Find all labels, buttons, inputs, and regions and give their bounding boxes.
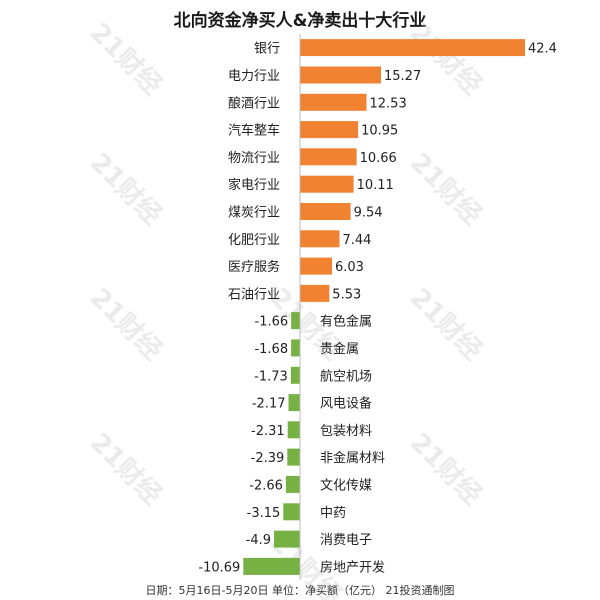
bar-7 xyxy=(300,230,340,248)
category-label: 家电行业 xyxy=(228,177,280,193)
watermark-text: 21财经 xyxy=(84,427,168,511)
bar-19 xyxy=(243,557,300,575)
bar-4 xyxy=(300,148,357,166)
category-label: 医疗服务 xyxy=(228,259,280,275)
value-label: 5.53 xyxy=(332,287,361,302)
bar-6 xyxy=(300,203,351,220)
category-label: 物流行业 xyxy=(228,151,280,166)
category-label: 房地产开发 xyxy=(320,559,385,575)
category-label: 消费电子 xyxy=(320,533,372,548)
category-label: 化肥行业 xyxy=(228,233,280,248)
value-label: 6.03 xyxy=(335,260,364,275)
watermark-text: 21财经 xyxy=(404,147,488,231)
value-label: -2.39 xyxy=(251,451,285,466)
watermark-text: 21财经 xyxy=(404,427,488,511)
bar-5 xyxy=(300,175,354,193)
bar-11 xyxy=(291,339,300,357)
bar-14 xyxy=(287,421,300,439)
bar-10 xyxy=(291,312,300,330)
bar-12 xyxy=(290,366,300,384)
watermark-text: 21财经 xyxy=(84,282,168,366)
value-label: 10.95 xyxy=(361,124,398,139)
value-label: -2.31 xyxy=(251,424,285,439)
category-label: 酿酒行业 xyxy=(228,95,280,111)
value-label: 9.54 xyxy=(354,206,383,221)
bar-15 xyxy=(287,448,300,466)
category-label: 石油行业 xyxy=(228,287,280,302)
category-label: 电力行业 xyxy=(228,69,280,84)
value-label: 7.44 xyxy=(343,233,372,248)
value-label: -1.73 xyxy=(254,369,288,384)
category-label: 包装材料 xyxy=(320,424,372,439)
value-label: 42.4 xyxy=(528,42,557,57)
value-label: -1.68 xyxy=(254,342,288,357)
value-label: -3.15 xyxy=(247,506,281,521)
bar-3 xyxy=(300,121,359,139)
bar-18 xyxy=(274,530,300,548)
bar-1 xyxy=(300,66,381,84)
category-label: 中药 xyxy=(320,506,346,521)
bar-0 xyxy=(300,39,525,57)
category-label: 有色金属 xyxy=(320,314,372,330)
watermark-text: 21财经 xyxy=(404,282,488,366)
value-label: -4.9 xyxy=(246,533,271,548)
category-label: 航空机场 xyxy=(320,368,372,384)
category-label: 汽车整车 xyxy=(228,123,280,139)
bar-2 xyxy=(300,93,367,111)
value-label: -1.66 xyxy=(255,315,289,330)
bar-17 xyxy=(283,503,300,521)
watermark-text: 21财经 xyxy=(84,17,168,101)
bar-16 xyxy=(285,475,300,493)
watermark-text: 21财经 xyxy=(404,17,488,101)
labels-layer: 银行 42.4 电力行业 15.27 酿酒行业 12.53 汽车整车 10.95 物流行业 10.… xyxy=(198,42,557,576)
bars-layer xyxy=(243,39,525,575)
value-label: -10.69 xyxy=(198,560,240,575)
bar-8 xyxy=(300,257,332,275)
value-label: 12.53 xyxy=(370,96,407,111)
bar-9 xyxy=(300,284,330,302)
value-label: 10.11 xyxy=(357,178,394,193)
value-label: 10.66 xyxy=(360,151,397,166)
category-label: 银行 xyxy=(254,42,280,57)
chart-footer: 日期：5月16日-5月20日 单位：净买额（亿元） 21投资通制图 xyxy=(145,584,455,597)
category-label: 风电设备 xyxy=(320,396,372,412)
value-label: 15.27 xyxy=(384,69,421,84)
bar-13 xyxy=(288,394,300,412)
category-label: 煤炭行业 xyxy=(228,206,280,221)
category-label: 非金属材料 xyxy=(320,450,385,466)
category-label: 文化传媒 xyxy=(320,478,372,493)
value-label: -2.17 xyxy=(252,397,286,412)
category-label: 贵金属 xyxy=(320,341,359,357)
watermark-text: 21财经 xyxy=(84,147,168,231)
value-label: -2.66 xyxy=(249,478,283,493)
chart-title: 北向资金净买人&净卖出十大行业 xyxy=(173,11,427,31)
